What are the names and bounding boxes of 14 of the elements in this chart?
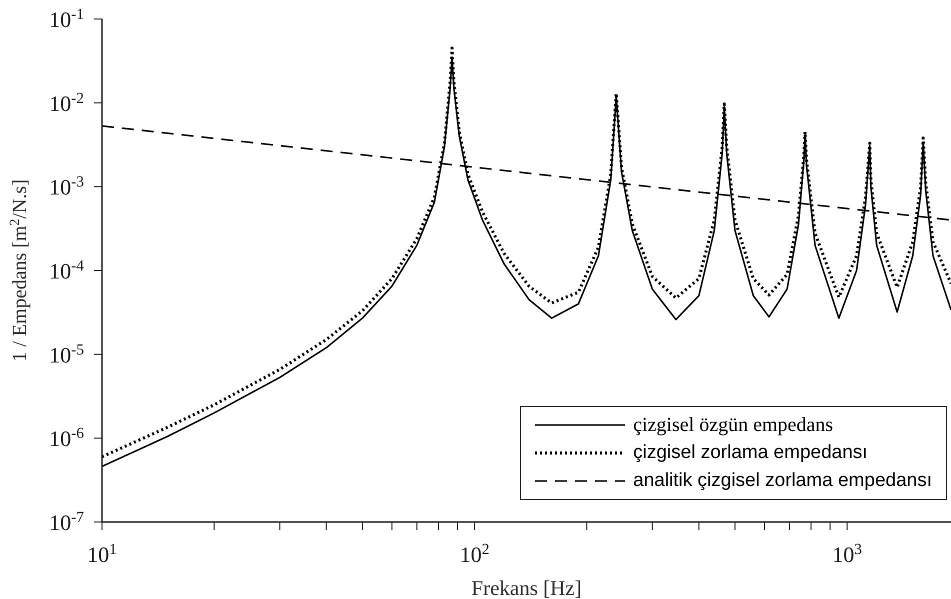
y-tick-label: 10$^{-3}$ bbox=[49, 173, 84, 200]
y-tick-label: 10$^{-2}$ bbox=[49, 89, 84, 116]
y-tick-label: 10$^{-1}$ bbox=[49, 6, 84, 32]
x-tick-label: 10$^{3}$ bbox=[832, 540, 862, 567]
x-tick-label: 10$^{2}$ bbox=[460, 540, 490, 567]
legend-label: çizgisel özgün empedans bbox=[633, 414, 834, 436]
y-tick-label: 10$^{-4}$ bbox=[49, 257, 84, 284]
legend-label: çizgisel zorlama empedansı bbox=[633, 442, 868, 464]
y-tick-label: 10$^{-7}$ bbox=[49, 508, 84, 535]
x-tick-label: 10$^{1}$ bbox=[87, 540, 117, 567]
legend-label: analitik çizgisel zorlama empedansı bbox=[633, 470, 932, 492]
y-tick-label: 10$^{-5}$ bbox=[49, 340, 84, 368]
x-axis-title: Frekans [Hz] bbox=[471, 576, 582, 599]
y-tick-label: 10$^{-6}$ bbox=[49, 424, 84, 452]
